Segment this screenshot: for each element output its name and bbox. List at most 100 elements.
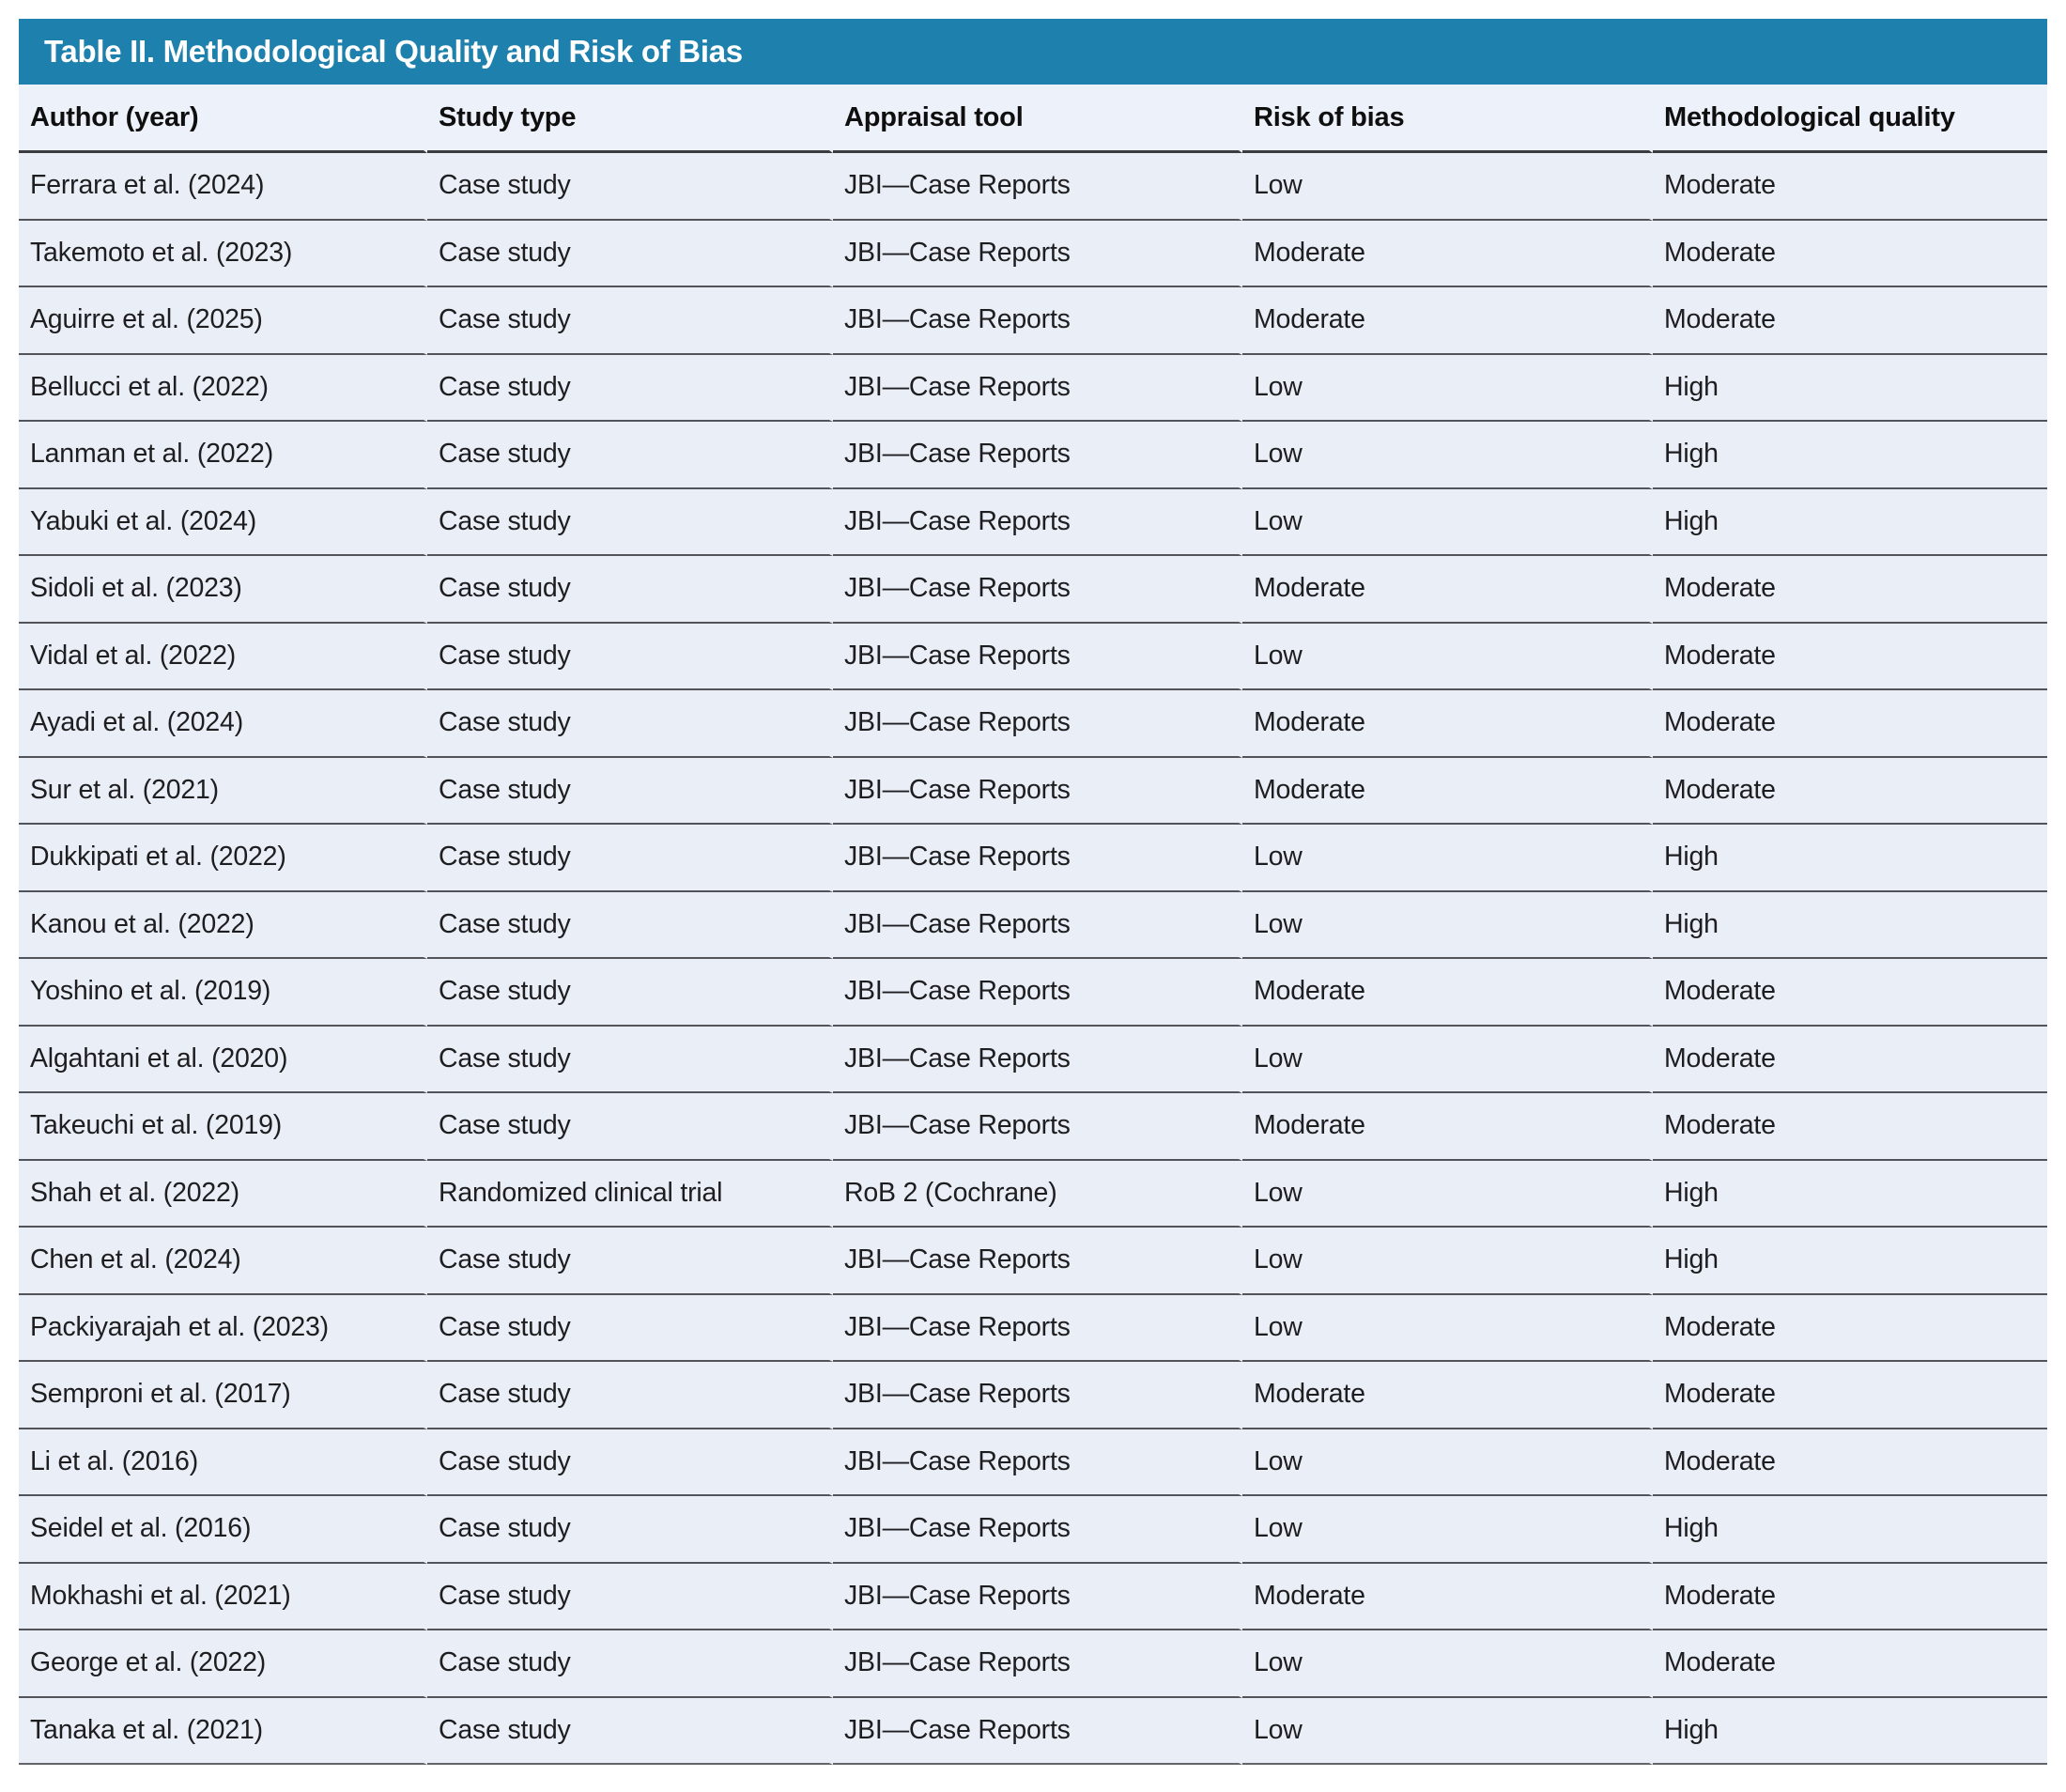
cell-methodological-quality: Moderate xyxy=(1653,1429,2047,1496)
cell-appraisal-tool: JBI—Case Reports xyxy=(833,1429,1242,1496)
cell-author: Mokhashi et al. (2021) xyxy=(19,1563,427,1630)
cell-appraisal-tool: JBI—Case Reports xyxy=(833,690,1242,758)
cell-methodological-quality: Moderate xyxy=(1653,1362,2047,1429)
cell-author: Takemoto et al. (2023) xyxy=(19,220,427,287)
cell-appraisal-tool: JBI—Case Reports xyxy=(833,1563,1242,1630)
cell-methodological-quality: Moderate xyxy=(1653,1563,2047,1630)
column-header-appraisal-tool: Appraisal tool xyxy=(833,85,1242,153)
cell-appraisal-tool: JBI—Case Reports xyxy=(833,220,1242,287)
table-header: Author (year) Study type Appraisal tool … xyxy=(19,85,2047,153)
table-row: Ferrara et al. (2024) Case study JBI—Case … xyxy=(19,153,2047,221)
cell-methodological-quality: Moderate xyxy=(1653,959,2047,1027)
cell-study-type: Case study xyxy=(427,1026,833,1093)
cell-author: Bellucci et al. (2022) xyxy=(19,354,427,422)
table-row: Yoshino et al. (2019) Case study JBI—Case … xyxy=(19,959,2047,1027)
table-row: Packiyarajah et al. (2023) Case study JBI—… xyxy=(19,1294,2047,1362)
table-row: Yabuki et al. (2024) Case study JBI—Case R… xyxy=(19,488,2047,556)
cell-study-type: Case study xyxy=(427,623,833,690)
cell-appraisal-tool: JBI—Case Reports xyxy=(833,891,1242,959)
cell-appraisal-tool: JBI—Case Reports xyxy=(833,959,1242,1027)
cell-methodological-quality: High xyxy=(1653,488,2047,556)
table-row: Lanman et al. (2022) Case study JBI—Case R… xyxy=(19,422,2047,489)
column-header-risk-of-bias: Risk of bias xyxy=(1242,85,1653,153)
cell-appraisal-tool: JBI—Case Reports xyxy=(833,1630,1242,1698)
cell-author: Vidal et al. (2022) xyxy=(19,623,427,690)
cell-appraisal-tool: JBI—Case Reports xyxy=(833,488,1242,556)
cell-author: Yabuki et al. (2024) xyxy=(19,488,427,556)
cell-study-type: Case study xyxy=(427,1563,833,1630)
cell-methodological-quality: High xyxy=(1653,1496,2047,1564)
cell-author: Kanou et al. (2022) xyxy=(19,891,427,959)
cell-author: Shah et al. (2022) xyxy=(19,1160,427,1228)
cell-methodological-quality: Moderate xyxy=(1653,690,2047,758)
cell-risk-of-bias: Moderate xyxy=(1242,1093,1653,1161)
table-row: George et al. (2022) Case study JBI—Case R… xyxy=(19,1630,2047,1698)
cell-study-type: Case study xyxy=(427,488,833,556)
cell-methodological-quality: Moderate xyxy=(1653,757,2047,825)
table-row: Seidel et al. (2016) Case study JBI—Case R… xyxy=(19,1496,2047,1564)
cell-author: Ferrara et al. (2024) xyxy=(19,153,427,221)
cell-risk-of-bias: Moderate xyxy=(1242,757,1653,825)
cell-author: Dukkipati et al. (2022) xyxy=(19,825,427,892)
cell-appraisal-tool: JBI—Case Reports xyxy=(833,1697,1242,1765)
table-body: Ferrara et al. (2024) Case study JBI—Case … xyxy=(19,153,2047,1765)
column-header-author: Author (year) xyxy=(19,85,427,153)
cell-methodological-quality: High xyxy=(1653,354,2047,422)
cell-methodological-quality: High xyxy=(1653,1228,2047,1295)
cell-study-type: Case study xyxy=(427,1228,833,1295)
cell-author: Packiyarajah et al. (2023) xyxy=(19,1294,427,1362)
cell-risk-of-bias: Low xyxy=(1242,891,1653,959)
cell-study-type: Case study xyxy=(427,891,833,959)
cell-risk-of-bias: Moderate xyxy=(1242,556,1653,624)
cell-appraisal-tool: JBI—Case Reports xyxy=(833,1228,1242,1295)
table-figure: Table II. Methodological Quality and Ris… xyxy=(19,19,2047,1765)
cell-appraisal-tool: JBI—Case Reports xyxy=(833,1294,1242,1362)
cell-study-type: Case study xyxy=(427,220,833,287)
cell-author: Lanman et al. (2022) xyxy=(19,422,427,489)
quality-table: Author (year) Study type Appraisal tool … xyxy=(19,85,2047,1765)
cell-study-type: Case study xyxy=(427,959,833,1027)
cell-risk-of-bias: Low xyxy=(1242,422,1653,489)
table-row: Vidal et al. (2022) Case study JBI—Case Re… xyxy=(19,623,2047,690)
cell-study-type: Case study xyxy=(427,825,833,892)
cell-study-type: Case study xyxy=(427,556,833,624)
table-row: Algahtani et al. (2020) Case study JBI—Cas… xyxy=(19,1026,2047,1093)
cell-appraisal-tool: JBI—Case Reports xyxy=(833,354,1242,422)
cell-methodological-quality: High xyxy=(1653,825,2047,892)
cell-appraisal-tool: JBI—Case Reports xyxy=(833,556,1242,624)
cell-risk-of-bias: Low xyxy=(1242,1228,1653,1295)
table-header-row: Author (year) Study type Appraisal tool … xyxy=(19,85,2047,153)
table-row: Kanou et al. (2022) Case study JBI—Case Re… xyxy=(19,891,2047,959)
cell-risk-of-bias: Low xyxy=(1242,623,1653,690)
cell-risk-of-bias: Moderate xyxy=(1242,287,1653,355)
cell-author: Chen et al. (2024) xyxy=(19,1228,427,1295)
cell-risk-of-bias: Moderate xyxy=(1242,1563,1653,1630)
cell-study-type: Case study xyxy=(427,1630,833,1698)
cell-author: George et al. (2022) xyxy=(19,1630,427,1698)
cell-risk-of-bias: Low xyxy=(1242,1697,1653,1765)
table-row: Bellucci et al. (2022) Case study JBI—Case… xyxy=(19,354,2047,422)
cell-risk-of-bias: Low xyxy=(1242,1294,1653,1362)
cell-risk-of-bias: Low xyxy=(1242,354,1653,422)
cell-methodological-quality: Moderate xyxy=(1653,556,2047,624)
cell-appraisal-tool: JBI—Case Reports xyxy=(833,623,1242,690)
cell-methodological-quality: High xyxy=(1653,891,2047,959)
cell-risk-of-bias: Low xyxy=(1242,488,1653,556)
cell-study-type: Case study xyxy=(427,354,833,422)
cell-appraisal-tool: JBI—Case Reports xyxy=(833,825,1242,892)
table-row: Sidoli et al. (2023) Case study JBI—Case R… xyxy=(19,556,2047,624)
cell-author: Li et al. (2016) xyxy=(19,1429,427,1496)
table-title: Table II. Methodological Quality and Ris… xyxy=(44,34,743,69)
cell-author: Seidel et al. (2016) xyxy=(19,1496,427,1564)
table-row: Ayadi et al. (2024) Case study JBI—Case Re… xyxy=(19,690,2047,758)
cell-risk-of-bias: Moderate xyxy=(1242,690,1653,758)
cell-study-type: Case study xyxy=(427,1496,833,1564)
cell-author: Tanaka et al. (2021) xyxy=(19,1697,427,1765)
cell-risk-of-bias: Moderate xyxy=(1242,959,1653,1027)
cell-methodological-quality: Moderate xyxy=(1653,1093,2047,1161)
cell-appraisal-tool: JBI—Case Reports xyxy=(833,422,1242,489)
cell-risk-of-bias: Moderate xyxy=(1242,220,1653,287)
table-row: Semproni et al. (2017) Case study JBI—Case… xyxy=(19,1362,2047,1429)
table-row: Takemoto et al. (2023) Case study JBI—Case… xyxy=(19,220,2047,287)
cell-author: Ayadi et al. (2024) xyxy=(19,690,427,758)
